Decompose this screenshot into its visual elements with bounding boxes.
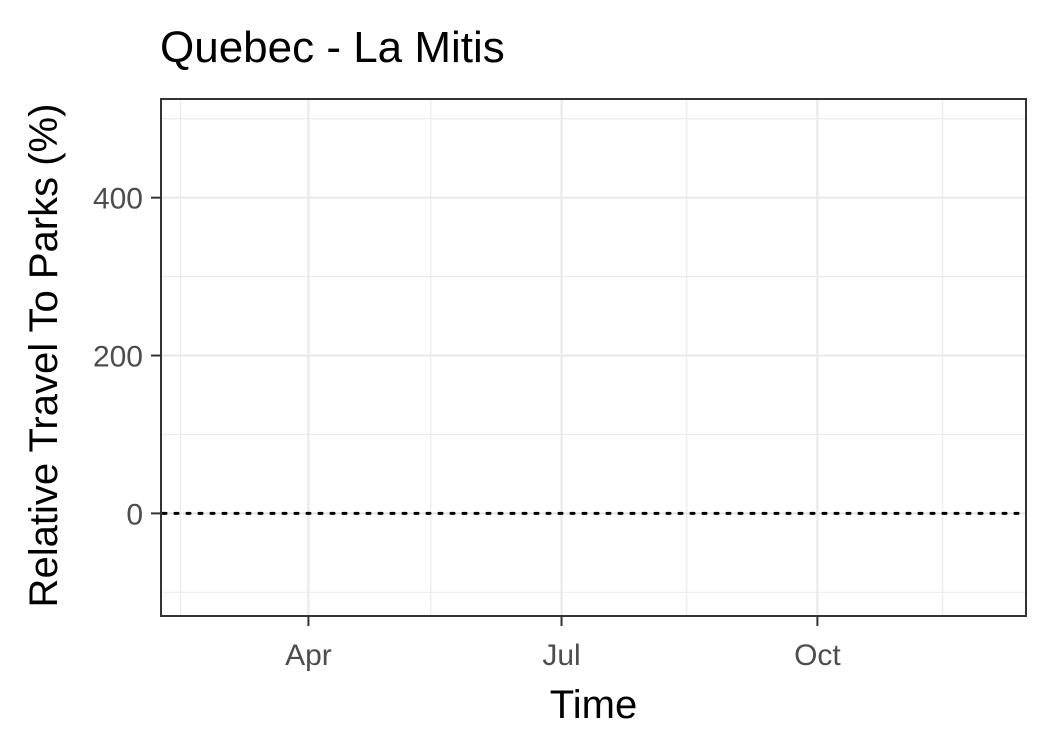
y-tick-label: 400 bbox=[93, 183, 143, 216]
minor-grid bbox=[161, 99, 1026, 616]
x-axis: Apr Jul Oct bbox=[285, 616, 841, 672]
chart-title: Quebec - La Mitis bbox=[160, 23, 505, 72]
x-tick-label: Apr bbox=[285, 639, 332, 672]
y-axis: 0 200 400 bbox=[93, 183, 161, 531]
y-tick-label: 200 bbox=[93, 341, 143, 374]
y-axis-title: Relative Travel To Parks (%) bbox=[22, 104, 66, 608]
x-tick-label: Oct bbox=[794, 639, 841, 672]
x-axis-title: Time bbox=[550, 683, 637, 727]
y-tick-label: 0 bbox=[126, 498, 143, 531]
x-tick-label: Jul bbox=[542, 639, 580, 672]
plot-panel bbox=[160, 98, 1027, 617]
panel-background bbox=[161, 99, 1026, 616]
